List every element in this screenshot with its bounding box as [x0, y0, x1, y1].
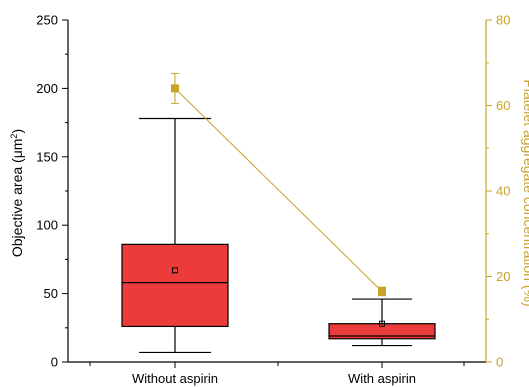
right-tick-label: 40: [496, 184, 510, 199]
left-tick-label: 150: [36, 149, 58, 164]
left-tick-label: 100: [36, 218, 58, 233]
left-tick-label: 200: [36, 81, 58, 96]
left-axis: 0 50 100 150 200 250: [36, 13, 68, 370]
x-tick-label: Without aspirin: [132, 371, 218, 386]
right-axis-title: Platelet aggregate concentration (%): [521, 79, 529, 306]
right-tick-label: 0: [496, 355, 503, 370]
point-marker: [378, 287, 386, 296]
right-tick-label: 20: [496, 269, 510, 284]
x-axis: Without aspirin With aspirin: [89, 362, 465, 386]
right-axis: 0 20 40 60 80: [486, 13, 510, 370]
concentration-point-2: [378, 286, 386, 297]
right-tick-label: 60: [496, 98, 510, 113]
mean-marker: [172, 267, 178, 274]
line-series: [171, 72, 386, 297]
left-tick-label: 50: [44, 286, 58, 301]
box-body: [328, 323, 436, 340]
left-tick-label: 0: [51, 355, 58, 370]
concentration-point-1: [171, 72, 179, 104]
left-axis-title: Objective area (μm2): [9, 129, 25, 257]
box-2: [328, 298, 436, 347]
box-1: [121, 117, 229, 354]
left-tick-label: 250: [36, 13, 58, 28]
point-marker: [171, 84, 179, 93]
x-tick-label: With aspirin: [348, 371, 416, 386]
right-tick-label: 80: [496, 13, 510, 28]
box-body: [121, 243, 229, 328]
trend-line: [174, 88, 383, 292]
mean-marker: [379, 320, 385, 327]
box-series: [121, 117, 436, 354]
